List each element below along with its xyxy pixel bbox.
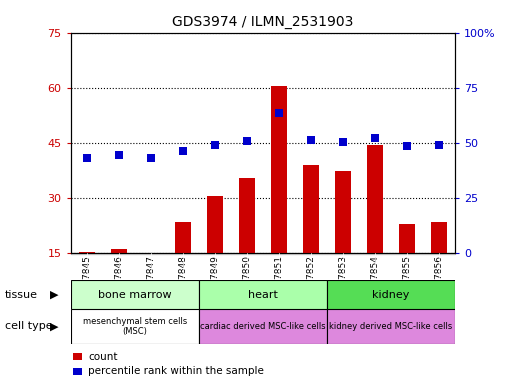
Bar <box>199 280 327 309</box>
Bar <box>207 196 223 253</box>
Title: GDS3974 / ILMN_2531903: GDS3974 / ILMN_2531903 <box>172 15 354 29</box>
Point <box>178 148 187 154</box>
Bar <box>399 224 415 253</box>
Bar <box>327 309 455 344</box>
Bar <box>71 309 199 344</box>
Bar <box>73 368 82 375</box>
Point <box>115 152 123 158</box>
Text: kidney derived MSC-like cells: kidney derived MSC-like cells <box>329 322 452 331</box>
Point <box>339 139 347 145</box>
Text: count: count <box>88 352 117 362</box>
Text: cell type: cell type <box>5 321 53 331</box>
Text: mesenchymal stem cells
(MSC): mesenchymal stem cells (MSC) <box>83 317 187 336</box>
Point <box>371 134 379 141</box>
Text: tissue: tissue <box>5 290 38 300</box>
Point <box>146 156 155 162</box>
Point <box>275 110 283 116</box>
Point <box>211 142 219 148</box>
Bar <box>431 222 447 253</box>
Bar <box>239 178 255 253</box>
Bar <box>367 145 383 253</box>
Text: kidney: kidney <box>372 290 410 300</box>
Text: bone marrow: bone marrow <box>98 290 172 300</box>
Bar <box>71 280 199 309</box>
Bar <box>111 249 127 253</box>
Bar <box>271 86 287 253</box>
Text: cardiac derived MSC-like cells: cardiac derived MSC-like cells <box>200 322 326 331</box>
Text: ▶: ▶ <box>50 290 58 300</box>
Point <box>435 142 443 148</box>
Bar <box>199 309 327 344</box>
Bar <box>78 252 95 253</box>
Point <box>83 156 91 162</box>
Text: heart: heart <box>248 290 278 300</box>
Bar <box>335 170 351 253</box>
Bar <box>327 280 455 309</box>
Text: percentile rank within the sample: percentile rank within the sample <box>88 366 264 376</box>
Point <box>403 143 411 149</box>
Bar <box>175 222 191 253</box>
Point <box>306 137 315 143</box>
Point <box>243 138 251 144</box>
Bar <box>73 353 82 360</box>
Bar <box>303 165 319 253</box>
Text: ▶: ▶ <box>50 321 58 331</box>
